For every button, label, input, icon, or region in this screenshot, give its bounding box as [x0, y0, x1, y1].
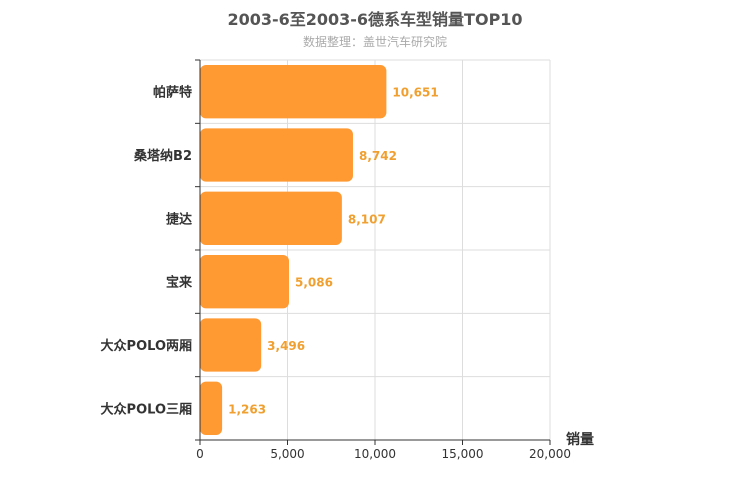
value-label: 1,263	[228, 402, 266, 416]
value-label: 10,651	[392, 86, 438, 100]
value-label: 8,107	[348, 212, 386, 226]
x-axis-title: 销量	[566, 431, 594, 448]
chart-subtitle: 数据整理：盖世汽车研究院	[302, 35, 447, 49]
bars	[200, 65, 387, 435]
chart-title: 2003-6至2003-6德系车型销量TOP10	[227, 10, 523, 29]
value-label: 8,742	[359, 149, 397, 163]
x-tick-label: 10,000	[354, 447, 396, 461]
value-label: 5,086	[295, 276, 333, 290]
category-label: 帕萨特	[153, 85, 192, 101]
category-label: 宝来	[166, 275, 193, 291]
axes	[195, 59, 551, 445]
x-tick-label: 5,000	[270, 447, 304, 461]
category-label: 大众POLO三厢	[101, 401, 192, 417]
bar	[200, 381, 223, 435]
bar	[200, 65, 387, 119]
value-label: 3,496	[267, 339, 305, 353]
x-tick-label: 20,000	[529, 447, 571, 461]
x-tick-label: 0	[196, 447, 204, 461]
x-tick-label: 15,000	[442, 447, 484, 461]
labels: 帕萨特 10,651 桑塔纳B2 8,742 捷达 8,107 宝来 5,086 大众POLO两…	[101, 85, 571, 461]
category-label: 捷达	[166, 211, 192, 227]
bar	[200, 255, 290, 309]
bar	[200, 191, 342, 245]
category-label: 大众POLO两厢	[101, 338, 192, 354]
category-label: 桑塔纳B2	[133, 148, 192, 164]
bar	[200, 128, 353, 182]
bar	[200, 318, 262, 372]
